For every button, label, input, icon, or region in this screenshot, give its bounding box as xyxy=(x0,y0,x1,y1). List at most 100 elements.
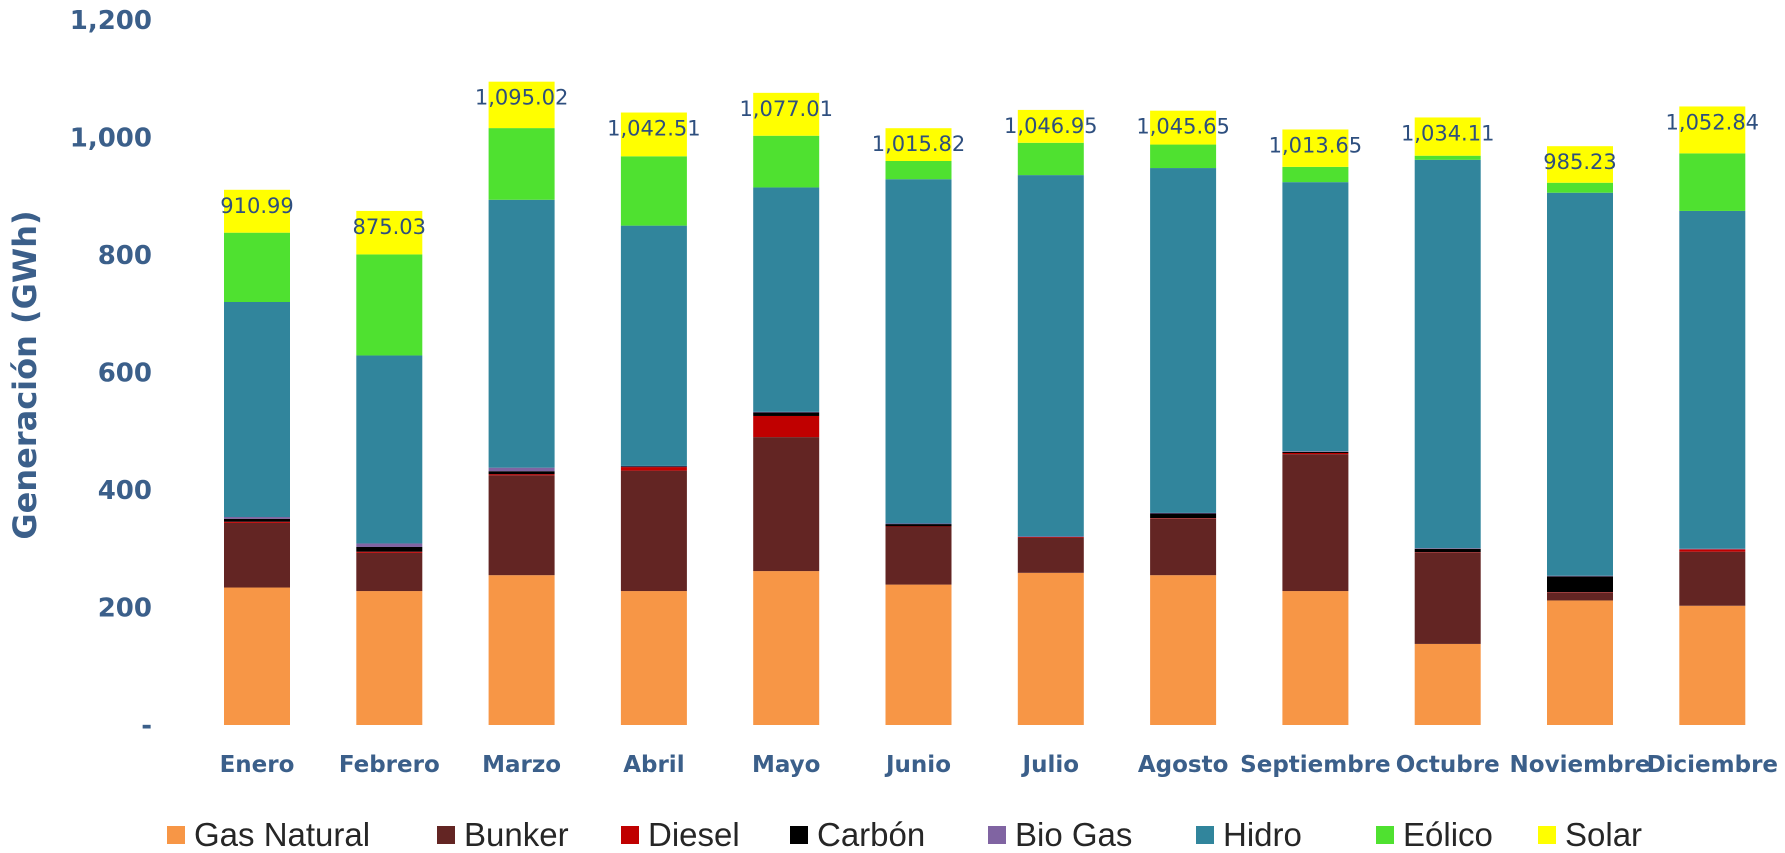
bar-segment xyxy=(1150,575,1217,725)
legend-item: Bio Gas xyxy=(988,816,1132,853)
bar-segment xyxy=(885,523,952,525)
bar-segment xyxy=(488,474,555,476)
legend-swatch xyxy=(437,826,455,844)
bar-segment xyxy=(1150,513,1217,519)
bar-segment xyxy=(1150,144,1217,169)
total-label: 1,095.02 xyxy=(475,86,569,110)
legend-label: Solar xyxy=(1565,816,1642,853)
bar-segment xyxy=(1282,452,1349,455)
bar-segment xyxy=(1679,548,1746,550)
bar-segment xyxy=(753,92,820,136)
legend-label: Hidro xyxy=(1223,816,1302,853)
bar-segment xyxy=(1282,166,1349,183)
x-tick-label: Enero xyxy=(220,752,295,778)
bar-segment xyxy=(1414,552,1481,644)
bar-segment xyxy=(224,302,290,518)
legend-label: Eólico xyxy=(1403,816,1493,853)
bar-segment xyxy=(885,527,952,585)
bar-segment xyxy=(620,467,687,471)
bar-segment xyxy=(1017,537,1084,538)
bar-segment xyxy=(885,179,952,524)
legend-swatch xyxy=(167,826,185,844)
bars xyxy=(224,81,1746,725)
y-tick-label: 1,200 xyxy=(70,6,152,36)
y-axis-label: Generación (GWh) xyxy=(6,210,44,539)
bar-segment xyxy=(1017,142,1084,176)
bar-segment xyxy=(224,521,290,523)
x-tick-label: Octubre xyxy=(1396,752,1500,778)
x-tick-label: Diciembre xyxy=(1647,752,1778,778)
bar-segment xyxy=(620,466,687,468)
bar-segment xyxy=(488,467,555,472)
bar-segment xyxy=(224,517,290,519)
legend-item: Solar xyxy=(1538,816,1642,853)
bar-segment xyxy=(1282,129,1349,167)
bar-segment xyxy=(620,591,687,725)
bar-segment xyxy=(620,112,687,157)
legend: Gas Natural Bunker Diesel Carbón Bio Gas Hidr… xyxy=(167,816,1642,853)
bar-segment xyxy=(753,187,820,412)
bar-segment xyxy=(1282,451,1349,452)
bar-segment xyxy=(885,526,952,528)
bar-segment xyxy=(1547,575,1613,577)
bar-segment xyxy=(356,551,423,553)
total-label: 1,045.65 xyxy=(1136,115,1230,139)
total-label: 1,034.11 xyxy=(1401,121,1495,145)
legend-item: Eólico xyxy=(1376,816,1493,853)
bar-segment xyxy=(224,522,290,588)
bar-segment xyxy=(620,470,687,592)
legend-swatch xyxy=(790,826,808,844)
bar-segment xyxy=(1282,454,1349,592)
x-tick-label: Noviembre xyxy=(1510,752,1651,778)
bar-segment xyxy=(753,135,820,188)
bar-segment xyxy=(753,437,820,572)
legend-swatch xyxy=(1196,826,1214,844)
bar-segment xyxy=(356,543,423,547)
bar-stack xyxy=(1547,146,1613,725)
bar-segment xyxy=(753,571,820,725)
y-tick-label: - xyxy=(141,711,152,741)
total-label: 1,013.65 xyxy=(1269,133,1363,157)
bar-segment xyxy=(488,128,555,200)
bar-stack xyxy=(1414,117,1481,725)
bar-segment xyxy=(753,415,820,438)
bar-segment xyxy=(1150,110,1217,145)
total-labels: 910.99 875.03 1,095.02 1,042.51 1,077.01 1,01… xyxy=(220,86,1759,239)
legend-item: Carbón xyxy=(790,816,925,853)
total-label: 1,042.51 xyxy=(607,117,701,141)
bar-segment xyxy=(356,546,423,552)
legend-label: Bio Gas xyxy=(1015,816,1132,853)
bar-segment xyxy=(753,411,820,413)
bar-segment xyxy=(1679,210,1746,549)
bar-segment xyxy=(1282,182,1349,452)
legend-item: Gas Natural xyxy=(167,816,370,853)
bar-segment xyxy=(1414,548,1481,549)
y-axis-ticks: - 200 400 600 800 1,000 1,200 xyxy=(70,6,152,741)
bar-stack xyxy=(885,128,952,725)
bar-segment xyxy=(1547,182,1613,193)
bar-segment xyxy=(1414,548,1481,553)
x-axis-ticks: Enero Febrero Marzo Abril Mayo Junio Julio Agos… xyxy=(220,752,1778,778)
y-tick-label: 1,000 xyxy=(70,124,152,154)
bar-segment xyxy=(1150,168,1217,513)
bar-segment xyxy=(885,584,952,725)
bar-segment xyxy=(356,591,423,725)
legend-label: Carbón xyxy=(817,816,925,853)
bar-segment xyxy=(356,254,423,356)
legend-item: Diesel xyxy=(621,816,740,853)
bar-segment xyxy=(224,518,290,522)
bar-segment xyxy=(1150,512,1217,514)
bar-segment xyxy=(1679,551,1746,606)
bar-segment xyxy=(620,465,687,467)
bar-stack xyxy=(753,92,820,725)
legend-label: Bunker xyxy=(464,816,569,853)
legend-label: Gas Natural xyxy=(194,816,370,853)
bar-segment xyxy=(1547,576,1613,593)
bar-stack xyxy=(1282,129,1349,725)
bar-segment xyxy=(224,587,290,725)
legend-item: Hidro xyxy=(1196,816,1302,853)
bar-segment xyxy=(1414,643,1481,725)
bar-segment xyxy=(1017,175,1084,537)
bar-segment xyxy=(1679,549,1746,552)
x-tick-label: Septiembre xyxy=(1240,752,1390,778)
